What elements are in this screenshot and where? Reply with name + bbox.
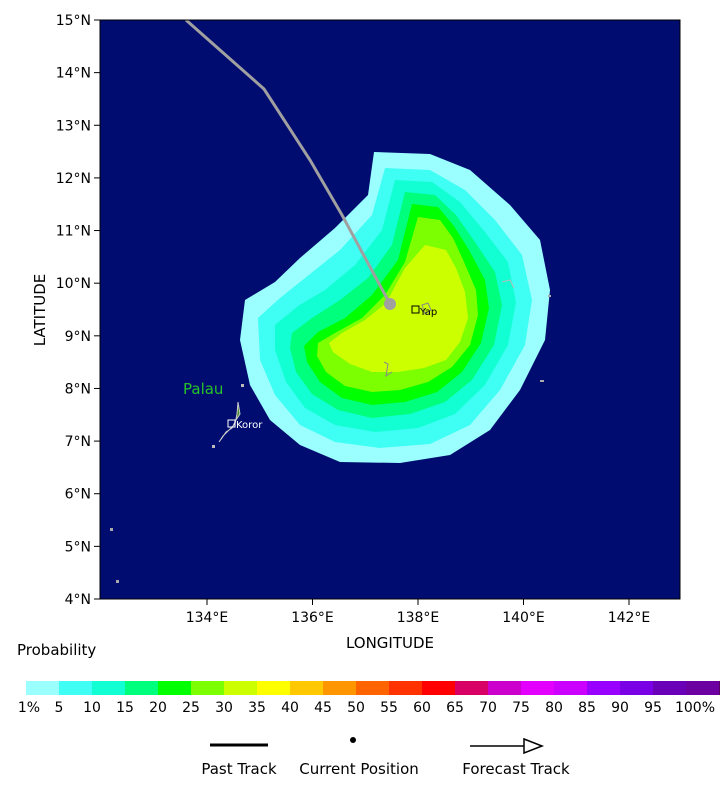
lon-tick-label: 134°E: [186, 610, 229, 626]
color-swatch: [653, 681, 686, 695]
scale-label: 40: [281, 700, 299, 716]
current-position-key-dot: [350, 737, 356, 743]
color-swatch: [323, 681, 356, 695]
scale-label: 75: [512, 700, 530, 716]
scale-label: 55: [380, 700, 398, 716]
color-swatch: [125, 681, 158, 695]
lat-tick-label: 11°N: [56, 224, 91, 240]
lat-tick-label: 4°N: [65, 592, 91, 608]
color-swatch: [686, 681, 719, 695]
forecast-track-label: Forecast Track: [462, 760, 570, 778]
color-swatch: [356, 681, 389, 695]
lon-tick-label: 142°E: [608, 610, 651, 626]
longitude-ticks: 134°E 136°E 138°E 140°E 142°E: [186, 599, 651, 626]
color-swatch: [59, 681, 92, 695]
scale-label: 90: [611, 700, 629, 716]
scale-label: 20: [149, 700, 167, 716]
color-swatch: [455, 681, 488, 695]
koror-label: Koror: [236, 420, 263, 431]
current-position-label: Current Position: [299, 760, 419, 778]
past-track-label: Past Track: [201, 760, 277, 778]
scale-label: 10: [83, 700, 101, 716]
y-axis-title: LATITUDE: [31, 274, 49, 347]
scale-label: 45: [314, 700, 332, 716]
small-island-1: [383, 361, 393, 378]
map-frame: [99, 19, 681, 600]
color-swatch: [290, 681, 323, 695]
scale-label: 5: [54, 700, 64, 716]
lat-tick-label: 5°N: [65, 539, 91, 555]
island-dot-2: [116, 580, 119, 583]
latitude-ticks: 15°N 14°N 13°N 12°N 11°N 10°N 9°N 8°N 7°N 6°N 5°N 4…: [56, 13, 100, 608]
lat-tick-label: 7°N: [65, 434, 91, 450]
lon-tick-label: 140°E: [502, 610, 545, 626]
scale-label: 80: [545, 700, 563, 716]
color-swatch: [92, 681, 125, 695]
lat-tick-label: 14°N: [56, 66, 91, 82]
color-swatch: [257, 681, 290, 695]
probability-color-scale: [26, 681, 720, 695]
lat-tick-label: 15°N: [56, 13, 91, 29]
island-dot-1: [110, 528, 113, 531]
scale-label: 70: [479, 700, 497, 716]
yap-marker: [411, 305, 420, 314]
island-dot-3: [540, 380, 544, 382]
scale-label: 50: [347, 700, 365, 716]
lat-tick-label: 9°N: [65, 329, 91, 345]
prob-band-30pct: [329, 245, 468, 372]
scale-label: 95: [644, 700, 662, 716]
scale-label: 1%: [17, 700, 41, 716]
lat-tick-label: 6°N: [65, 487, 91, 503]
scale-label: 15: [116, 700, 134, 716]
past-track-line: [185, 20, 392, 305]
color-swatch: [422, 681, 455, 695]
lat-tick-label: 12°N: [56, 171, 91, 187]
legend-title: Probability: [17, 641, 97, 659]
color-swatch: [488, 681, 521, 695]
color-swatch: [620, 681, 653, 695]
color-swatch: [191, 681, 224, 695]
color-swatch: [158, 681, 191, 695]
color-swatch: [554, 681, 587, 695]
palau-label: Palau: [183, 380, 223, 398]
island-dot-4: [548, 295, 551, 297]
scale-label: 65: [446, 700, 464, 716]
lat-tick-label: 8°N: [65, 381, 91, 397]
color-swatch: [521, 681, 554, 695]
scale-label: 85: [578, 700, 596, 716]
forecast-track-key-arrow: [523, 737, 545, 755]
lat-tick-label: 10°N: [56, 276, 91, 292]
yap-island: [421, 302, 432, 315]
yap-label: Yap: [419, 307, 437, 318]
scale-label: 35: [248, 700, 266, 716]
lat-tick-label: 13°N: [56, 118, 91, 134]
lon-tick-label: 138°E: [397, 610, 440, 626]
current-position-marker: [384, 298, 396, 310]
palau-dot-1: [212, 445, 215, 448]
scale-label: 30: [215, 700, 233, 716]
scale-label: 60: [413, 700, 431, 716]
color-swatch: [224, 681, 257, 695]
x-axis-title: LONGITUDE: [346, 634, 434, 652]
koror-marker: [227, 419, 236, 428]
scale-label: 100%: [674, 700, 716, 716]
lon-tick-label: 136°E: [291, 610, 334, 626]
scale-label: 25: [182, 700, 200, 716]
color-swatch: [389, 681, 422, 695]
color-swatch: [26, 681, 59, 695]
color-swatch: [587, 681, 620, 695]
palau-dot-2: [241, 384, 244, 387]
ulithi-atoll: [501, 279, 515, 289]
